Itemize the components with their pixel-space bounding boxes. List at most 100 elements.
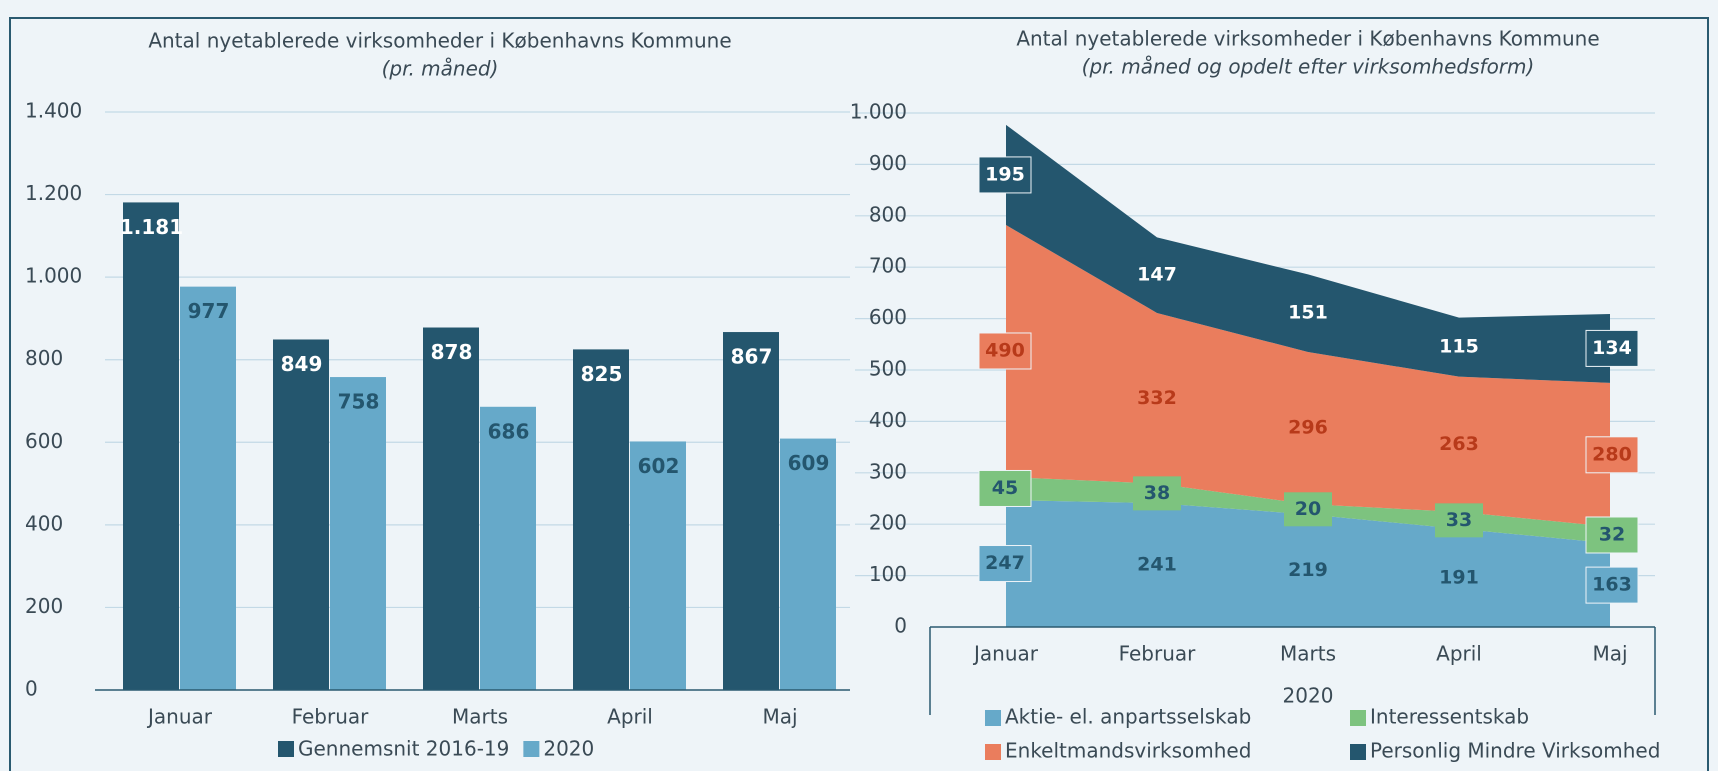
label-box — [1585, 436, 1639, 474]
label-box — [978, 545, 1032, 583]
legend-label: 2020 — [543, 737, 594, 761]
x-axis-title: 2020 — [1283, 684, 1334, 708]
y-tick-label: 800 — [869, 202, 907, 226]
y-tick-label: 0 — [894, 614, 907, 638]
legend-swatch — [985, 744, 1001, 760]
value-label: 33 — [1446, 509, 1472, 531]
bar — [180, 286, 236, 690]
y-tick-label: 100 — [869, 562, 907, 586]
bar — [480, 406, 536, 690]
value-label: 247 — [985, 552, 1025, 574]
x-tick-label: Marts — [1280, 642, 1336, 666]
value-label: 1.181 — [120, 215, 183, 239]
value-label: 263 — [1439, 433, 1479, 455]
x-tick-label: Februar — [292, 705, 370, 729]
y-tick-label: 700 — [869, 254, 907, 278]
label-box — [978, 156, 1032, 194]
label-box — [1284, 492, 1332, 527]
label-box — [978, 469, 1032, 507]
label-box — [1585, 516, 1639, 554]
y-tick-label: 600 — [25, 429, 63, 453]
y-tick-label: 400 — [25, 511, 63, 535]
value-label: 20 — [1295, 498, 1321, 520]
legend-swatch — [985, 710, 1001, 726]
y-tick-label: 600 — [869, 305, 907, 329]
y-tick-label: 300 — [869, 459, 907, 483]
y-tick-label: 0 — [25, 677, 38, 701]
value-label: 115 — [1439, 336, 1479, 358]
bar — [123, 202, 179, 690]
value-label: 195 — [985, 163, 1025, 185]
y-tick-label: 200 — [869, 511, 907, 535]
x-tick-label: Maj — [762, 705, 797, 729]
x-tick-label: April — [1436, 642, 1482, 666]
value-label: 296 — [1288, 417, 1328, 439]
value-label: 686 — [488, 419, 530, 443]
x-tick-label: Maj — [1592, 642, 1627, 666]
value-label: 147 — [1137, 264, 1177, 286]
bar — [630, 441, 686, 690]
y-tick-label: 1.000 — [25, 264, 82, 288]
legend-label: Interessentskab — [1370, 705, 1529, 729]
legend-swatch — [523, 741, 540, 757]
value-label: 878 — [431, 340, 473, 364]
x-tick-label: April — [607, 705, 653, 729]
value-label: 758 — [338, 390, 380, 414]
value-label: 134 — [1592, 337, 1632, 359]
y-tick-label: 400 — [869, 408, 907, 432]
value-label: 825 — [581, 362, 623, 386]
value-label: 32 — [1599, 523, 1625, 545]
value-label: 38 — [1144, 482, 1170, 504]
x-tick-label: Marts — [452, 705, 508, 729]
label-box — [1585, 566, 1639, 604]
legend-label: Gennemsnit 2016-19 — [298, 737, 509, 761]
y-tick-label: 1.400 — [25, 99, 82, 123]
value-label: 490 — [985, 339, 1025, 361]
x-tick-label: Januar — [146, 705, 213, 729]
value-label: 191 — [1439, 566, 1479, 588]
value-label: 151 — [1288, 302, 1328, 324]
bar — [330, 377, 386, 690]
area — [1006, 225, 1610, 527]
y-tick-label: 1.200 — [25, 181, 82, 205]
bar — [780, 438, 836, 690]
y-tick-label: 900 — [869, 151, 907, 175]
legend-label: Personlig Mindre Virksomhed — [1370, 739, 1660, 763]
legend-label: Aktie- el. anpartsselskab — [1005, 705, 1251, 729]
chart-subtitle: (pr. måned) — [382, 57, 499, 81]
value-label: 609 — [788, 451, 830, 475]
label-box — [978, 332, 1032, 370]
y-tick-label: 1.000 — [850, 100, 907, 124]
y-tick-label: 500 — [869, 357, 907, 381]
value-label: 332 — [1137, 387, 1177, 409]
legend-swatch — [1350, 744, 1366, 760]
x-tick-label: Januar — [972, 642, 1039, 666]
label-box — [1133, 476, 1181, 511]
x-tick-label: Februar — [1119, 642, 1197, 666]
value-label: 219 — [1288, 559, 1328, 581]
legend-swatch — [1350, 710, 1366, 726]
chart-title: Antal nyetablerede virksomheder i Københ… — [148, 29, 731, 53]
value-label: 163 — [1592, 574, 1632, 596]
value-label: 849 — [281, 352, 323, 376]
value-label: 241 — [1137, 554, 1177, 576]
legend-swatch — [278, 741, 294, 757]
bar — [273, 339, 329, 690]
label-box — [1585, 329, 1639, 367]
value-label: 602 — [638, 454, 680, 478]
value-label: 45 — [992, 477, 1018, 499]
bar — [723, 332, 779, 690]
legend-label: Enkeltmandsvirksomhed — [1005, 739, 1251, 763]
area — [1006, 124, 1610, 383]
y-tick-label: 800 — [25, 346, 63, 370]
y-tick-label: 200 — [25, 594, 63, 618]
value-label: 977 — [188, 299, 230, 323]
chart-title: Antal nyetablerede virksomheder i Københ… — [1016, 27, 1599, 51]
bar — [423, 327, 479, 690]
bar — [573, 349, 629, 690]
chart-subtitle: (pr. måned og opdelt efter virksomhedsfo… — [1082, 55, 1535, 79]
label-box — [1435, 503, 1483, 538]
value-label: 867 — [731, 345, 773, 369]
value-label: 280 — [1592, 443, 1632, 465]
